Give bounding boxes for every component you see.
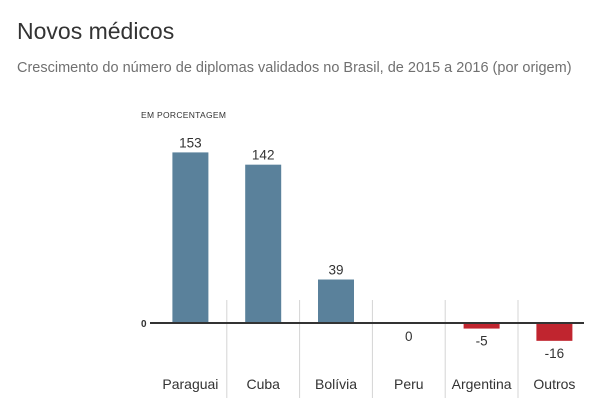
chart-title: Novos médicos [17, 18, 175, 44]
value-label: 142 [252, 148, 275, 163]
value-label: 153 [179, 135, 202, 150]
bar-bol-via [318, 279, 354, 323]
category-label: Bolívia [315, 376, 357, 392]
category-separators [226, 300, 519, 398]
y-axis-label: EM PORCENTAGEM [141, 110, 226, 120]
category-labels: Paraguai Cuba Bolívia Peru Argentina Outros [162, 376, 575, 392]
value-labels: 153 142 39 0 -5 -16 [179, 135, 564, 360]
category-label: Outros [533, 376, 575, 392]
chart-subtitle: Crescimento do número de diplomas valida… [17, 60, 572, 76]
category-label: Cuba [246, 376, 280, 392]
bars [172, 152, 573, 341]
value-label: -5 [476, 334, 488, 349]
category-label: Paraguai [162, 376, 218, 392]
category-label: Argentina [452, 376, 512, 392]
value-label: 0 [405, 329, 413, 344]
value-label: -16 [545, 346, 565, 361]
value-label: 39 [328, 263, 343, 278]
bar-argentina [463, 323, 500, 329]
category-label: Peru [394, 376, 424, 392]
bar-paraguai [172, 152, 209, 323]
bar-outros [536, 323, 573, 341]
zero-tick-label: 0 [141, 319, 147, 330]
bar-cuba [245, 164, 282, 323]
